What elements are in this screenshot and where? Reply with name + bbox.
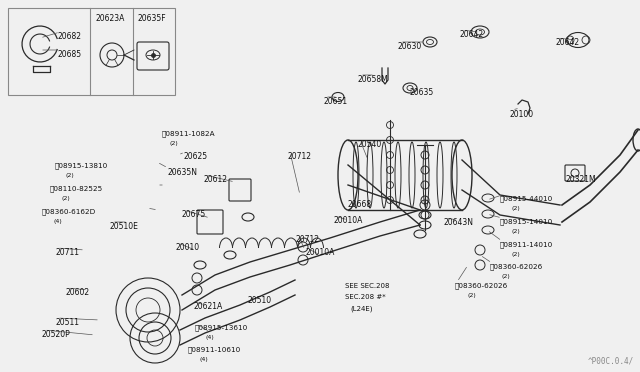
Text: 20658M: 20658M [358, 75, 388, 84]
Text: 20602: 20602 [65, 288, 89, 297]
Text: 20685: 20685 [58, 50, 82, 59]
Text: (4): (4) [206, 335, 215, 340]
Text: 20642: 20642 [555, 38, 579, 47]
Text: 20510E: 20510E [110, 222, 139, 231]
Text: Ⓢ08360-6162D: Ⓢ08360-6162D [42, 208, 96, 215]
Text: 20511: 20511 [55, 318, 79, 327]
Text: 20010A: 20010A [333, 216, 362, 225]
Text: 20630: 20630 [398, 42, 422, 51]
Text: 20623A: 20623A [95, 14, 124, 23]
Text: Ⓜ08915-13810: Ⓜ08915-13810 [55, 162, 108, 169]
Text: 20668: 20668 [348, 200, 372, 209]
Text: (2): (2) [502, 274, 511, 279]
Text: 20100: 20100 [510, 110, 534, 119]
Text: 20621A: 20621A [193, 302, 222, 311]
Text: (4): (4) [54, 219, 63, 224]
Text: (4): (4) [199, 357, 208, 362]
Text: Ⓝ08911-10610: Ⓝ08911-10610 [188, 346, 241, 353]
Text: (2): (2) [62, 196, 71, 201]
Text: 20711: 20711 [55, 248, 79, 257]
Text: 20635N: 20635N [168, 168, 198, 177]
Text: 20712: 20712 [288, 152, 312, 161]
Text: 20643N: 20643N [443, 218, 473, 227]
Text: Ⓑ08110-82525: Ⓑ08110-82525 [50, 185, 103, 192]
Bar [8, 8, 175, 95]
Text: 20510: 20510 [247, 296, 271, 305]
Text: 20635F: 20635F [137, 14, 166, 23]
Text: 20540: 20540 [358, 140, 382, 149]
Text: (2): (2) [66, 173, 75, 178]
Text: 20635: 20635 [410, 88, 435, 97]
Text: Ⓢ08360-62026: Ⓢ08360-62026 [490, 263, 543, 270]
Text: 20321M: 20321M [566, 175, 596, 184]
Text: 20010: 20010 [176, 243, 200, 252]
Text: 20712: 20712 [296, 235, 320, 244]
Text: ^P00C.0.4/: ^P00C.0.4/ [588, 357, 634, 366]
Text: (2): (2) [512, 252, 521, 257]
Text: Ⓥ08915-14010: Ⓥ08915-14010 [500, 218, 553, 225]
Text: Ⓑ08911-1082A: Ⓑ08911-1082A [162, 130, 216, 137]
Text: (2): (2) [512, 206, 521, 211]
Text: (2): (2) [512, 229, 521, 234]
Text: 20625: 20625 [183, 152, 207, 161]
Text: 20010A: 20010A [305, 248, 334, 257]
Text: SEC.208 #*: SEC.208 #* [345, 294, 386, 300]
Text: 20675: 20675 [182, 210, 206, 219]
Text: 20682: 20682 [58, 32, 82, 41]
Text: (2): (2) [467, 293, 476, 298]
Text: 20520P: 20520P [42, 330, 71, 339]
Text: (2): (2) [170, 141, 179, 146]
Text: 20642: 20642 [460, 30, 484, 39]
Text: (L24E): (L24E) [350, 305, 372, 311]
Text: SEE SEC.208: SEE SEC.208 [345, 283, 390, 289]
Text: Ⓢ08360-62026: Ⓢ08360-62026 [455, 282, 508, 289]
Text: 20612: 20612 [203, 175, 227, 184]
Text: Ⓝ08911-14010: Ⓝ08911-14010 [500, 241, 553, 248]
Text: Ⓥ08915-44010: Ⓥ08915-44010 [500, 195, 553, 202]
Text: Ⓥ08915-13610: Ⓥ08915-13610 [195, 324, 248, 331]
Text: 20651: 20651 [323, 97, 347, 106]
